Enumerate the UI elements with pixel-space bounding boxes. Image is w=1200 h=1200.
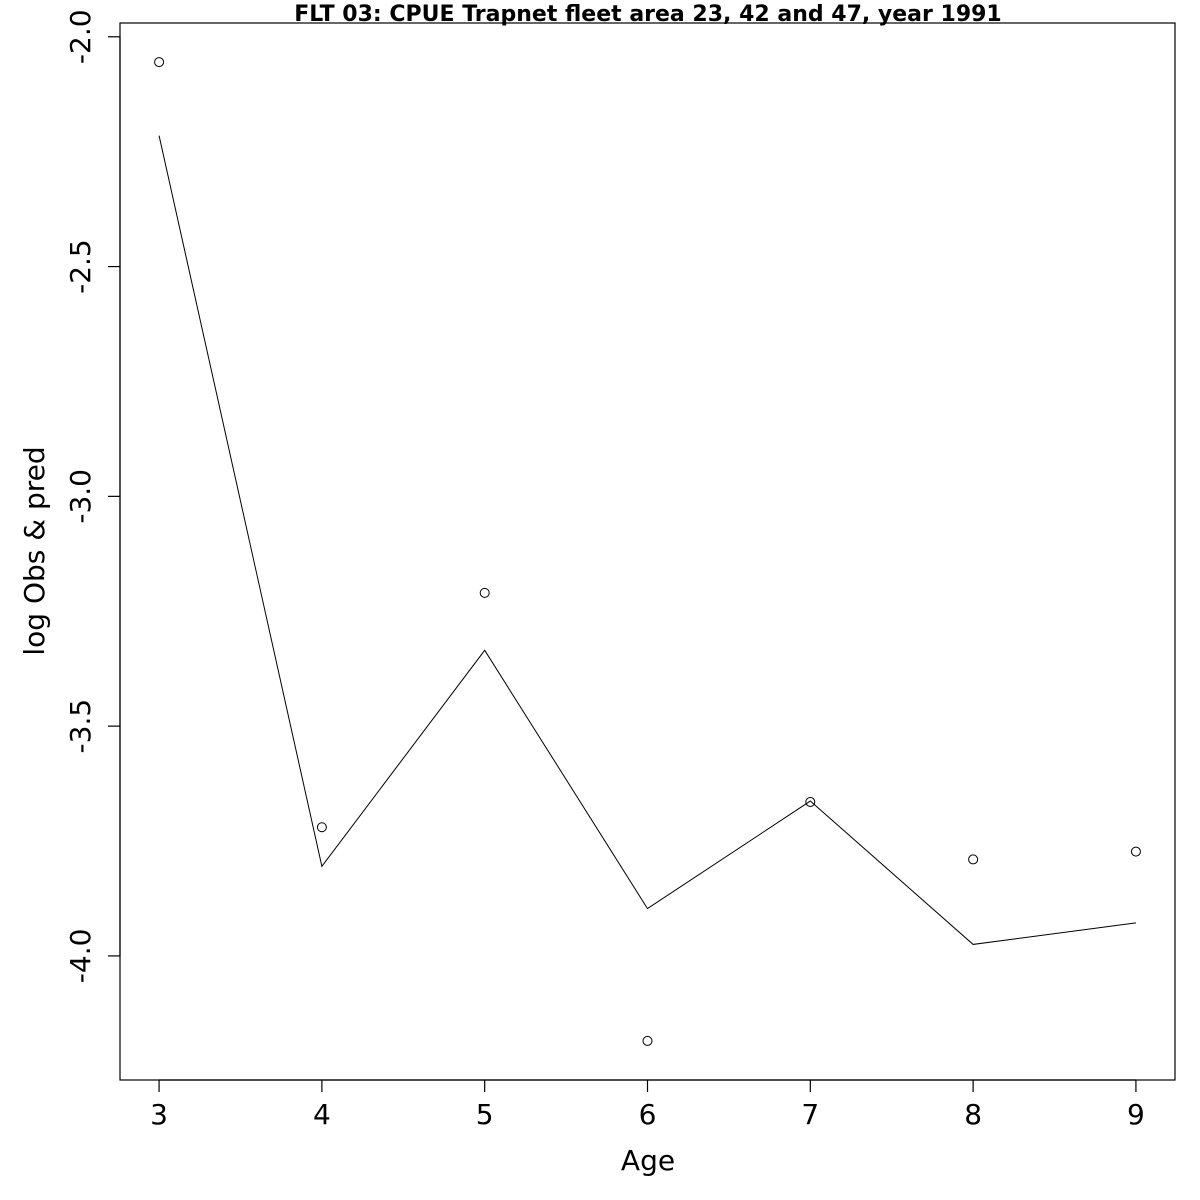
x-tick-label: 4	[313, 1098, 331, 1131]
plot-frame	[119, 22, 1176, 1081]
observed-points	[154, 57, 1141, 1046]
x-tick-label: 7	[801, 1098, 819, 1131]
x-tick-label: 9	[1127, 1098, 1145, 1131]
y-axis-label: log Obs & pred	[18, 446, 51, 655]
y-tick-label: -3.5	[64, 699, 97, 754]
x-tick-label: 5	[476, 1098, 494, 1131]
y-tick-label: -4.0	[64, 929, 97, 984]
x-axis: 3 4 5 6 7 8 9	[150, 1079, 1145, 1131]
observed-point	[968, 854, 979, 865]
x-tick-label: 6	[639, 1098, 657, 1131]
x-tick-label: 8	[964, 1098, 982, 1131]
observed-point	[316, 822, 327, 833]
observed-point	[479, 587, 490, 598]
y-tick-label: -2.5	[64, 239, 97, 294]
x-tick-label: 3	[150, 1098, 168, 1131]
observed-point	[642, 1035, 653, 1046]
predicted-line	[158, 135, 1136, 945]
observed-point	[1130, 846, 1141, 857]
observed-point	[805, 796, 816, 807]
y-tick-label: -3.0	[64, 469, 97, 524]
y-tick-label: -2.0	[64, 9, 97, 64]
x-axis-label: Age	[621, 1144, 675, 1177]
observed-point	[154, 57, 165, 68]
y-axis: -2.0 -2.5 -3.0 -3.5 -4.0	[64, 9, 121, 984]
